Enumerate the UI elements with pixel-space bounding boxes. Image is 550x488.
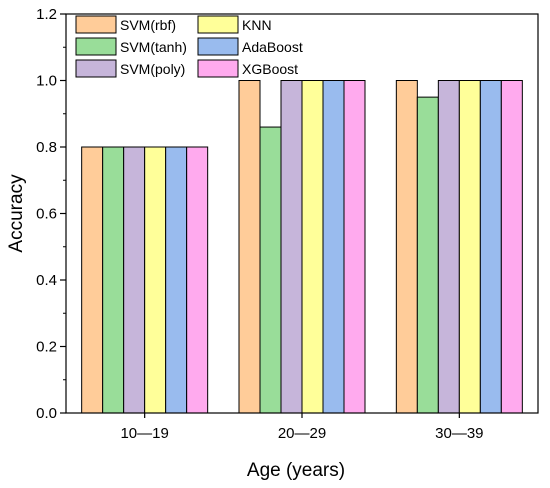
bar [395, 80, 418, 414]
legend-item: SVM(poly) [75, 59, 185, 78]
x-tick-label: 30—39 [435, 425, 483, 442]
bar [123, 146, 146, 414]
y-tick-label: 1.0 [36, 73, 57, 90]
legend-label: XGBoost [242, 61, 298, 77]
y-tick-label: 1.2 [36, 6, 57, 23]
bar [458, 80, 481, 414]
legend-swatch [197, 59, 239, 78]
bar [238, 80, 261, 414]
y-tick-label: 0.4 [36, 272, 57, 289]
legend-swatch [197, 15, 239, 34]
y-tick-label: 0.2 [36, 339, 57, 356]
legend-label: AdaBoost [242, 39, 303, 55]
bar [102, 146, 125, 414]
legend-swatch [75, 15, 117, 34]
y-tick-label: 0.8 [36, 139, 57, 156]
bar [165, 146, 188, 414]
y-tick-label: 0.6 [36, 206, 57, 223]
legend-item: KNN [197, 15, 272, 34]
bar [479, 80, 502, 414]
legend-item: AdaBoost [197, 37, 303, 56]
bar [500, 80, 523, 414]
bar [343, 80, 366, 414]
y-tick-label: 0.0 [36, 405, 57, 422]
legend-swatch [75, 37, 117, 56]
bar [186, 146, 209, 414]
x-axis-title: Age (years) [247, 460, 345, 481]
bar [301, 80, 324, 414]
bar [144, 146, 167, 414]
legend-item: SVM(rbf) [75, 15, 176, 34]
bar [280, 80, 303, 414]
bar [416, 96, 439, 414]
legend-item: XGBoost [197, 59, 298, 78]
bar [437, 80, 460, 414]
y-axis-title: Accuracy [6, 174, 27, 253]
bar [322, 80, 345, 414]
x-tick-label: 20—29 [278, 425, 326, 442]
bar [81, 146, 104, 414]
x-tick-label: 10—19 [120, 425, 168, 442]
legend-label: SVM(poly) [120, 61, 185, 77]
legend-label: KNN [242, 17, 272, 33]
legend-item: SVM(tanh) [75, 37, 187, 56]
axes-layer: 0.0 0.2 0.4 0.6 0.8 1.0 1.2 10—19 20—29 30—39 [36, 6, 483, 442]
bar [259, 126, 282, 414]
bars-layer [81, 80, 523, 414]
legend-swatch [75, 59, 117, 78]
legend-label: SVM(tanh) [120, 39, 187, 55]
legend-swatch [197, 37, 239, 56]
legend: SVM(rbf) SVM(tanh) SVM(poly) KNN AdaBoost XGB… [75, 15, 303, 78]
legend-label: SVM(rbf) [120, 17, 176, 33]
